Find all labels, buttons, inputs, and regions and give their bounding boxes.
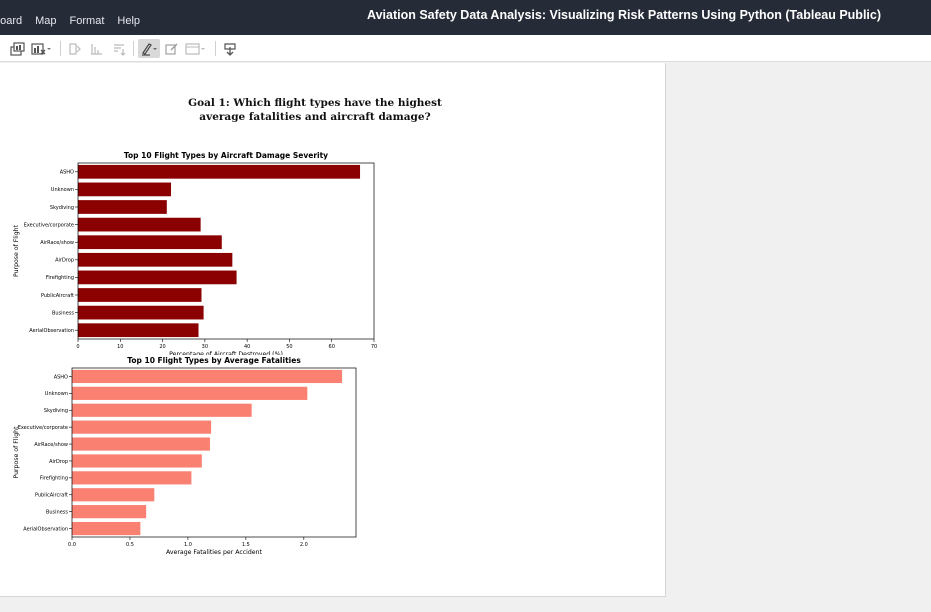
fatalities-chart-y-tick-label: Firefighting xyxy=(40,476,68,482)
damage-chart-x-tick-label: 0 xyxy=(76,344,79,350)
damage-chart-bar xyxy=(78,235,222,250)
menu-item-dashboard[interactable]: board xyxy=(0,15,23,27)
fatalities-chart-bar xyxy=(72,505,147,519)
fatalities-chart-bar xyxy=(72,454,202,468)
fatalities-chart-plot-frame xyxy=(71,367,357,538)
damage-chart-y-tick-label: PublicAircraft xyxy=(41,293,74,299)
damage-chart-y-tick-label: AirDrop xyxy=(55,258,74,264)
damage-chart-bar xyxy=(78,270,237,285)
fatalities-chart-x-tick-label: 1.0 xyxy=(184,542,192,548)
damage-chart-y-tick-label: ASHO xyxy=(60,170,74,176)
average-fatalities-chart: Top 10 Flight Types by Average Fatalitie… xyxy=(13,356,357,556)
workbook-title: Aviation Safety Data Analysis: Visualizi… xyxy=(367,8,882,22)
fatalities-chart-x-tick-label: 0.5 xyxy=(126,542,134,548)
damage-severity-chart: Top 10 Flight Types by Aircraft Damage S… xyxy=(13,151,377,355)
sort-icon[interactable] xyxy=(110,39,128,58)
damage-chart-x-tick-label: 60 xyxy=(329,344,335,350)
menu-item-map[interactable]: Map xyxy=(35,15,57,27)
damage-chart-bar xyxy=(78,200,167,214)
dashboard-canvas: Goal 1: Which flight types have the high… xyxy=(0,63,666,597)
damage-chart-x-tick-label: 10 xyxy=(117,344,123,350)
story-title: Goal 1: Which flight types have the high… xyxy=(188,97,442,123)
fatalities-chart-y-tick-label: PublicAircraft xyxy=(35,493,68,499)
menu-bar: board Map Format Help xyxy=(0,15,153,27)
fatalities-chart-bar xyxy=(72,386,308,400)
damage-chart-y-tick-label: AirRace/show xyxy=(40,240,74,246)
damage-chart-x-tick-label: 50 xyxy=(286,344,292,350)
fit-icon[interactable] xyxy=(184,39,208,58)
damage-chart-x-tick-label: 20 xyxy=(159,344,165,350)
fatalities-chart-y-tick-label: Skydiving xyxy=(44,408,68,414)
damage-chart-bar xyxy=(78,305,204,320)
damage-chart-x-tick-label: 30 xyxy=(202,344,208,350)
fatalities-chart-x-tick-label: 1.5 xyxy=(242,542,250,548)
damage-chart-y-tick-label: Unknown xyxy=(51,187,74,193)
fatalities-chart-bar xyxy=(72,521,141,536)
fatalities-chart-x-tick-label: 0.0 xyxy=(68,542,76,548)
annotate-icon[interactable] xyxy=(163,39,181,58)
damage-chart-bar xyxy=(78,323,199,338)
undo-icon[interactable] xyxy=(66,39,84,58)
fatalities-chart-y-tick-label: ASHO xyxy=(54,374,68,380)
fatalities-chart-x-tick-label: 2.0 xyxy=(300,542,308,548)
clear-sheet-icon[interactable] xyxy=(30,39,52,58)
damage-chart-y-tick-label: Business xyxy=(52,310,74,316)
damage-chart-y-tick-label: AerialObservation xyxy=(29,328,74,334)
damage-chart-plot-frame xyxy=(77,162,375,340)
damage-chart-bar xyxy=(78,252,233,267)
damage-chart-y-tick-label: Firefighting xyxy=(46,275,74,281)
toolbar xyxy=(0,35,931,62)
damage-chart-bar xyxy=(78,217,201,232)
menu-item-help[interactable]: Help xyxy=(117,15,141,27)
damage-chart-x-tick-label: 70 xyxy=(371,344,377,350)
highlight-icon[interactable] xyxy=(138,39,160,58)
download-icon[interactable] xyxy=(221,39,239,58)
fatalities-chart-y-tick-label: Executive/corporate xyxy=(18,425,68,431)
damage-chart-title: Top 10 Flight Types by Aircraft Damage S… xyxy=(124,151,328,160)
fatalities-chart-title: Top 10 Flight Types by Average Fatalitie… xyxy=(127,356,301,365)
app-header: board Map Format Help Aviation Safety Da… xyxy=(0,0,931,35)
fatalities-chart-y-tick-label: AirDrop xyxy=(49,459,68,465)
damage-chart-bar xyxy=(78,182,172,197)
fatalities-chart-bar xyxy=(72,488,155,502)
damage-chart-y-tick-label: Executive/corporate xyxy=(24,222,74,228)
damage-chart-y-tick-label: Skydiving xyxy=(50,205,74,211)
redo-icon[interactable] xyxy=(88,39,106,58)
damage-chart-x-axis-label: Percentage of Aircraft Destroyed (%) xyxy=(169,351,283,355)
damage-chart-bar xyxy=(78,164,361,179)
fatalities-chart-bar xyxy=(72,437,210,451)
damage-chart-y-axis-label: Purpose of Flight xyxy=(13,224,20,277)
duplicate-sheet-icon[interactable] xyxy=(8,39,28,58)
fatalities-chart-y-tick-label: Business xyxy=(46,509,68,515)
fatalities-chart-bar xyxy=(72,420,212,434)
fatalities-chart-bar xyxy=(72,403,252,417)
fatalities-chart-y-tick-label: Unknown xyxy=(45,391,68,397)
fatalities-chart-y-axis-label: Purpose of Flight xyxy=(13,426,20,479)
menu-item-format[interactable]: Format xyxy=(69,15,105,27)
fatalities-chart-bar xyxy=(72,369,343,384)
damage-chart-bar xyxy=(78,288,202,302)
fatalities-chart-y-tick-label: AirRace/show xyxy=(34,442,68,448)
damage-chart-x-tick-label: 40 xyxy=(244,344,250,350)
fatalities-chart-bar xyxy=(72,471,192,485)
fatalities-chart-x-axis-label: Average Fatalities per Accident xyxy=(166,549,263,556)
fatalities-chart-y-tick-label: AerialObservation xyxy=(23,526,68,532)
